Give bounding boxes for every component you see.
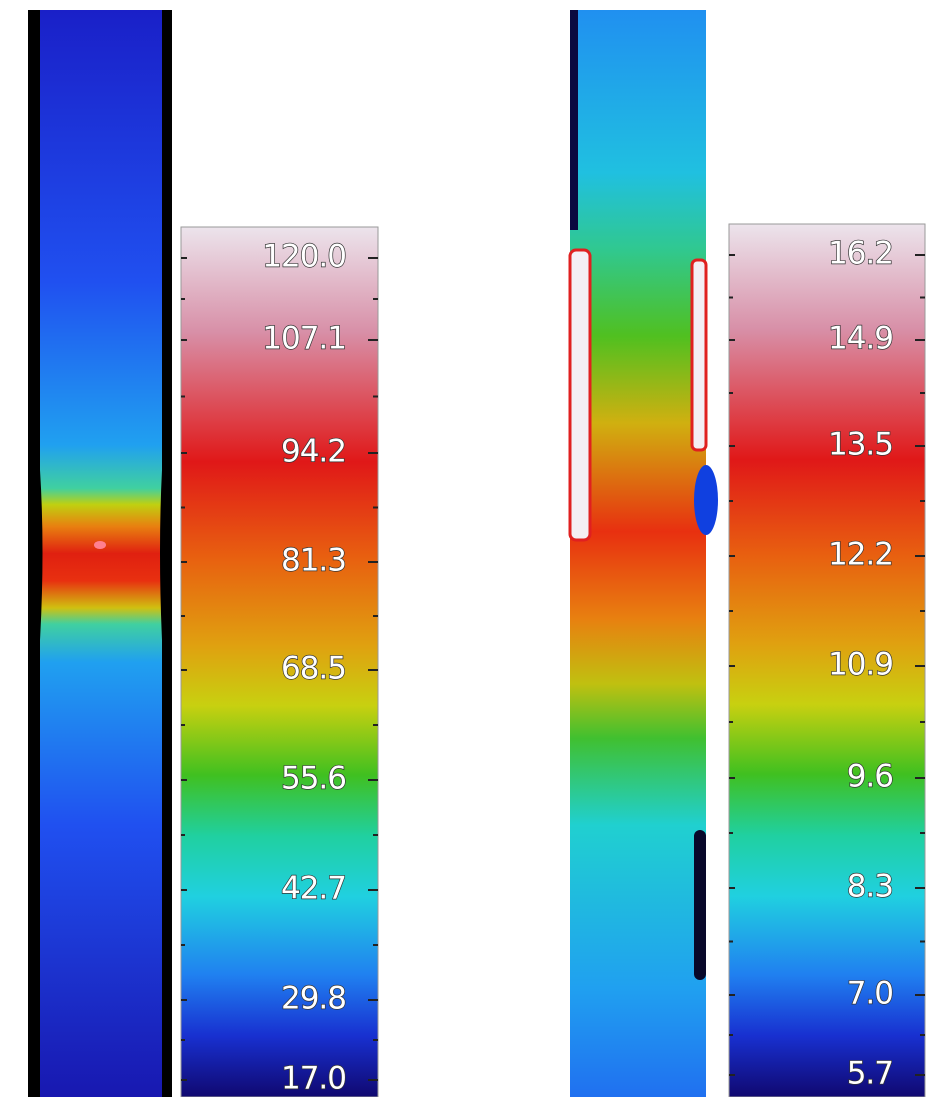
thermal-figure: 120.0 107.1 94.2 81.3 68.5 55.6 42.7 29.8 17.0 1… — [0, 0, 948, 1097]
scale-label: 14.9 — [828, 321, 893, 357]
scale-label: 29.8 — [281, 981, 346, 1017]
scale-label: 7.0 — [847, 976, 893, 1012]
left-color-scale: 120.0 107.1 94.2 81.3 68.5 55.6 42.7 29.8 17.0 — [181, 227, 378, 1097]
right-color-scale: 16.2 14.9 13.5 12.2 10.9 9.6 8.3 7.0 5.7 — [729, 224, 925, 1097]
scale-label: 16.2 — [828, 236, 893, 272]
scale-label: 55.6 — [281, 761, 346, 797]
scale-label: 9.6 — [847, 759, 893, 795]
left-specimen — [28, 10, 172, 1097]
scale-label: 68.5 — [281, 651, 346, 687]
scale-label: 42.7 — [281, 871, 346, 907]
scale-label: 120.0 — [262, 239, 346, 275]
scale-label: 13.5 — [828, 427, 893, 463]
scale-label: 107.1 — [262, 321, 346, 357]
right-specimen — [570, 10, 718, 1097]
scale-label: 10.9 — [828, 647, 893, 683]
scale-label: 12.2 — [828, 537, 893, 573]
scale-label: 81.3 — [281, 543, 346, 579]
scale-label: 5.7 — [847, 1056, 893, 1092]
scale-label: 17.0 — [281, 1061, 346, 1097]
scale-label: 8.3 — [847, 869, 893, 905]
scale-label: 94.2 — [281, 434, 346, 470]
